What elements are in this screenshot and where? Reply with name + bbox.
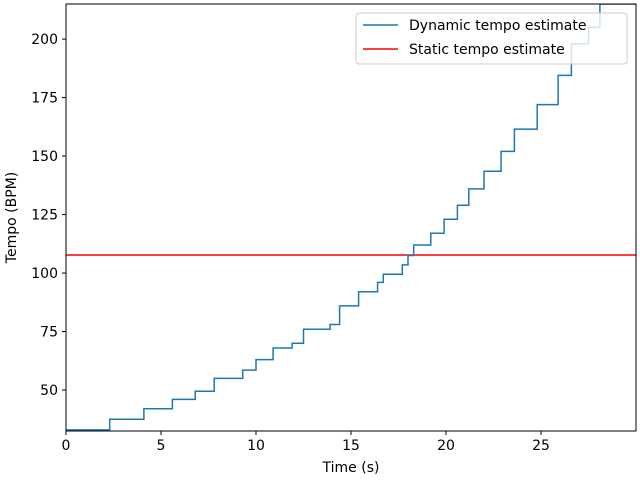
x-axis-label: Time (s) <box>322 460 380 476</box>
plot-area <box>66 4 636 431</box>
y-tick-label: 175 <box>31 91 58 107</box>
y-tick-label: 125 <box>31 208 58 224</box>
x-tick-label: 0 <box>62 438 71 454</box>
y-tick-label: 50 <box>40 383 58 399</box>
x-tick-label: 25 <box>532 438 550 454</box>
legend: Dynamic tempo estimate Static tempo esti… <box>355 12 628 65</box>
y-tick-label: 100 <box>31 266 58 282</box>
dynamic-tempo-line <box>66 4 636 431</box>
legend-label-static: Static tempo estimate <box>409 42 565 58</box>
axes: 0 5 10 15 20 25 50 75 100 125 150 175 200 <box>31 3 637 454</box>
legend-box <box>355 12 628 65</box>
y-tick-label: 75 <box>40 325 58 341</box>
y-tick-label: 200 <box>31 32 58 48</box>
y-axis-label: Tempo (BPM) <box>4 172 20 264</box>
y-tick-label: 150 <box>31 149 58 165</box>
x-tick-label: 10 <box>247 438 265 454</box>
legend-label-dynamic: Dynamic tempo estimate <box>409 18 586 34</box>
x-tick-label: 5 <box>157 438 166 454</box>
x-tick-label: 15 <box>342 438 360 454</box>
x-tick-label: 20 <box>437 438 455 454</box>
